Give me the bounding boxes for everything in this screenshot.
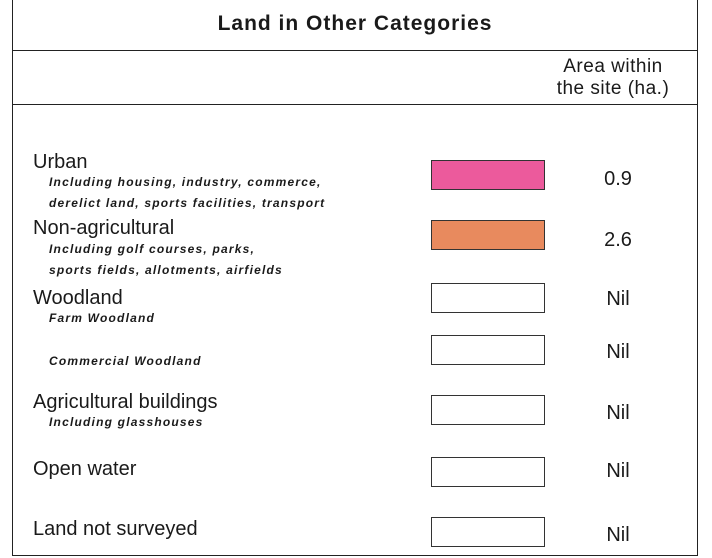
row-description: Including golf courses, parks, <box>49 242 256 256</box>
row-value: Nil <box>606 402 630 424</box>
row-value: 0.9 <box>604 168 632 190</box>
row-value: Nil <box>606 288 630 310</box>
row-name: Non-agricultural <box>33 217 175 239</box>
row-value: Nil <box>606 524 630 546</box>
column-header-line: Area within <box>563 56 663 77</box>
row-name: Open water <box>33 458 137 480</box>
row-value: 2.6 <box>604 229 632 251</box>
row-name: Land not surveyed <box>33 518 198 540</box>
row-description: Farm Woodland <box>49 311 156 325</box>
color-swatch <box>431 160 545 190</box>
rule <box>13 50 697 51</box>
row-description: Including glasshouses <box>49 415 204 429</box>
row-name: Agricultural buildings <box>33 391 218 413</box>
row-description: Commercial Woodland <box>49 354 202 368</box>
row-description: sports fields, allotments, airfields <box>49 263 283 277</box>
row-description: Including housing, industry, commerce, <box>49 175 322 189</box>
color-swatch <box>431 395 545 425</box>
table-frame: Land in Other Categories Area within the… <box>12 0 698 556</box>
row-value: Nil <box>606 460 630 482</box>
rule <box>13 104 697 105</box>
row-name: Woodland <box>33 287 123 309</box>
color-swatch <box>431 283 545 313</box>
row-description: derelict land, sports facilities, transp… <box>49 196 326 210</box>
color-swatch <box>431 517 545 547</box>
color-swatch <box>431 457 545 487</box>
column-header: Area within the site (ha.) <box>533 56 693 100</box>
color-swatch <box>431 335 545 365</box>
table-title: Land in Other Categories <box>217 12 493 35</box>
row-value: Nil <box>606 341 630 363</box>
column-header-line: the site (ha.) <box>556 78 670 99</box>
row-name: Urban <box>33 151 88 173</box>
color-swatch <box>431 220 545 250</box>
